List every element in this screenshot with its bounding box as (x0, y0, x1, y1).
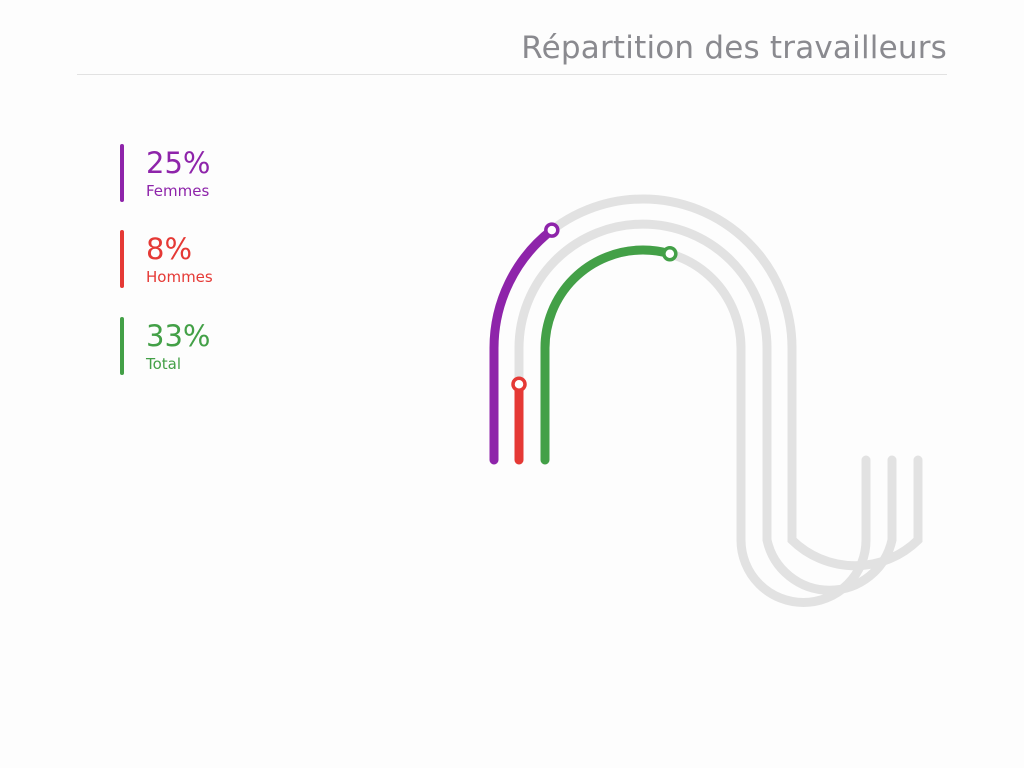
track-total (540, 245, 871, 607)
page-title: Répartition des travailleurs (521, 30, 947, 66)
legend-bar-femmes (120, 144, 124, 202)
progress-marker-hommes (511, 376, 527, 393)
progress-marker-femmes (544, 222, 560, 238)
title-divider (77, 74, 947, 75)
progress-total (540, 245, 871, 607)
legend-bar-hommes (120, 230, 124, 288)
legend-value-hommes: 8% (146, 232, 193, 266)
progress-marker-total (662, 245, 678, 262)
legend-label-hommes: Hommes (146, 268, 213, 286)
progress-femmes (489, 194, 923, 571)
legend-label-femmes: Femmes (146, 182, 210, 200)
legend-bar-total (120, 317, 124, 375)
legend-label-total: Total (146, 355, 182, 373)
legend-value-total: 33% (146, 319, 211, 353)
legend-value-femmes: 25% (146, 146, 211, 180)
